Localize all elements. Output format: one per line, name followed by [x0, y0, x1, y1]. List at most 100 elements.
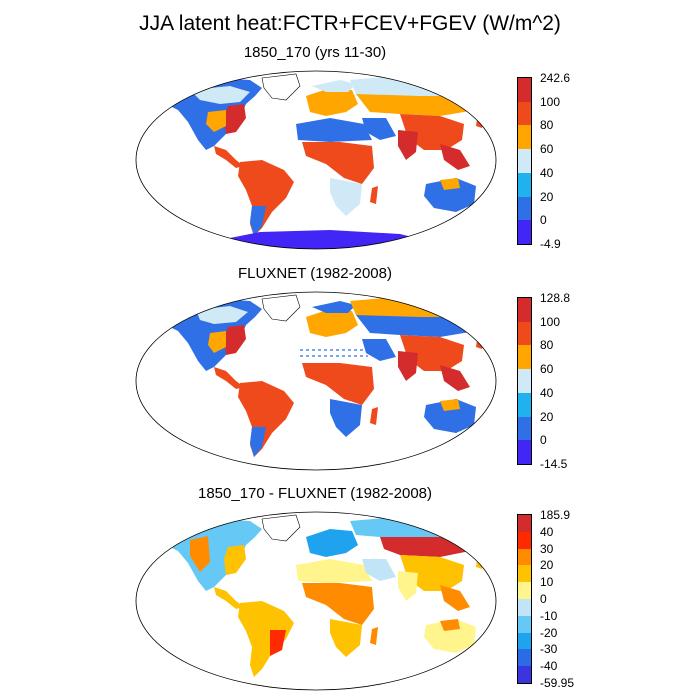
colorbar-tick-label: 80	[540, 118, 554, 133]
colorbar-panel-2	[517, 297, 532, 465]
colorbar-panel-3	[517, 514, 532, 684]
panel-1-title: 1850_170 (yrs 11-30)	[243, 44, 387, 61]
colorbar-segment	[518, 649, 531, 667]
india-region	[398, 351, 418, 381]
australia-north	[440, 178, 460, 190]
colorbar-tick-label: -14.5	[540, 457, 568, 471]
colorbar-segment	[518, 345, 531, 370]
madagascar	[370, 627, 378, 645]
north-america-east	[224, 104, 246, 134]
japan	[476, 331, 486, 349]
colorbar-tick-label: 20	[540, 189, 554, 204]
europe-region	[306, 309, 358, 337]
colorbar-tick-label: 80	[540, 338, 554, 353]
colorbar-segment	[518, 615, 531, 633]
colorbar-segment	[518, 369, 531, 393]
central-america-region	[214, 146, 244, 168]
colorbar-tick-label: -20	[540, 625, 558, 640]
north-america-boreal	[196, 306, 248, 324]
japan	[476, 110, 486, 128]
colorbar-tick-label: 100	[540, 94, 561, 109]
africa-central	[302, 363, 374, 405]
colorbar-segment	[518, 298, 531, 322]
colorbar-tick-label: 20	[540, 558, 554, 573]
south-america-south	[250, 427, 266, 457]
africa-south	[330, 178, 362, 216]
colorbar-segment	[518, 531, 531, 549]
australia-north	[440, 619, 460, 631]
colorbar-segment	[518, 416, 531, 441]
colorbar-tick-label: 60	[540, 142, 554, 157]
middle-east-region	[362, 339, 396, 361]
map-panel-2-border	[135, 291, 497, 471]
africa-south	[330, 619, 362, 657]
greenland-region	[261, 73, 301, 101]
colorbar-tick-label: 0	[540, 213, 547, 228]
map-panel-3-border	[135, 511, 497, 691]
africa-north-pattern	[300, 349, 368, 357]
middle-east-region	[362, 559, 396, 581]
north-america-east	[224, 325, 246, 355]
colorbar-tick-label: 40	[540, 524, 554, 539]
southeast-asia	[440, 365, 470, 391]
colorbar-tick-label: 10	[540, 575, 554, 590]
australia-region	[424, 399, 476, 433]
south-america-south	[250, 206, 266, 236]
central-america-region	[214, 367, 244, 389]
madagascar	[370, 407, 378, 425]
colorbar-segment	[518, 548, 531, 566]
asia-central	[356, 94, 476, 116]
colorbar-segment	[518, 632, 531, 650]
colorbar-segment	[518, 321, 531, 346]
greenland-region	[261, 514, 301, 542]
colorbar-segment	[518, 515, 531, 532]
colorbar-tick-label: 40	[540, 385, 554, 400]
southeast-asia	[440, 144, 470, 170]
colorbar-tick-label: 30	[540, 541, 554, 556]
australia-north	[440, 399, 460, 411]
map-panel-1-border	[135, 70, 497, 250]
colorbar-segment	[518, 220, 531, 244]
asia-central	[380, 537, 470, 557]
southeast-asia	[440, 585, 470, 611]
south-america-region	[238, 601, 294, 677]
colorbar-segment	[518, 440, 531, 464]
middle-east-region	[362, 118, 396, 140]
map-panel-1	[136, 71, 496, 249]
greenland-region	[261, 294, 301, 322]
asia-central	[356, 315, 476, 337]
europe-region	[306, 88, 358, 116]
colorbar-tick-label: 60	[540, 362, 554, 377]
north-america-boreal	[190, 86, 250, 104]
colorbar-tick-label: 20	[540, 409, 554, 424]
north-america-midwest	[208, 331, 226, 353]
colorbar-segment	[518, 125, 531, 150]
figure-title: JJA latent heat:FCTR+FCEV+FGEV (W/m^2)	[139, 12, 561, 35]
colorbar-tick-label: 185.9	[540, 508, 571, 522]
colorbar-panel-1	[517, 77, 532, 245]
colorbar-tick-label: -4.9	[540, 237, 561, 251]
india-region	[398, 571, 418, 601]
colorbar-segment	[518, 666, 531, 683]
africa-south	[330, 399, 362, 437]
colorbar-tick-label: 40	[540, 165, 554, 180]
north-america-east	[224, 545, 246, 575]
map-panel-3	[136, 512, 496, 690]
north-america-west	[190, 536, 210, 572]
colorbar-tick-label: 0	[540, 433, 547, 448]
africa-central	[302, 142, 374, 184]
map-panel-2	[136, 292, 496, 470]
colorbar-segment	[518, 149, 531, 173]
colorbar-segment	[518, 78, 531, 102]
colorbar-tick-label: -30	[540, 642, 558, 657]
colorbar-tick-label: 100	[540, 314, 561, 329]
panel-2-title: FLUXNET (1982-2008)	[238, 265, 392, 282]
africa-north	[296, 118, 372, 142]
europe-north	[312, 301, 356, 313]
colorbar-segment	[518, 582, 531, 599]
colorbar-segment	[518, 565, 531, 583]
colorbar-segment	[518, 196, 531, 221]
australia-region	[424, 619, 476, 653]
colorbar-tick-label: -40	[540, 659, 558, 674]
